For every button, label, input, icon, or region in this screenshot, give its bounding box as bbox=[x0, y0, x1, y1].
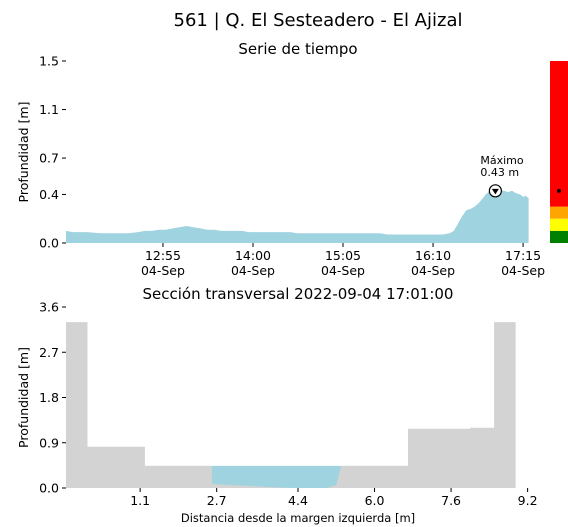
x-tick-date-label: 04-Sep bbox=[501, 263, 545, 278]
x-tick-label: 9.2 bbox=[518, 493, 538, 508]
x-tick-date-label: 04-Sep bbox=[321, 263, 365, 278]
y-tick-label: 1.8 bbox=[39, 390, 59, 405]
y-tick-label: 1.1 bbox=[39, 102, 59, 117]
x-tick-time-label: 17:15 bbox=[505, 248, 541, 263]
y-axis-label: Profundidad [m] bbox=[16, 102, 31, 203]
x-tick-time-label: 12:55 bbox=[145, 248, 181, 263]
y-tick-label: 0.0 bbox=[39, 236, 59, 251]
x-tick-time-label: 14:00 bbox=[235, 248, 271, 263]
y-tick-label: 0.9 bbox=[39, 435, 59, 450]
alert-level-band bbox=[550, 206, 568, 219]
cross-section-chart: Sección transversal 2022-09-04 17:01:00 0… bbox=[16, 285, 538, 525]
y-tick-label: 0.4 bbox=[39, 187, 59, 202]
x-tick-label: 7.6 bbox=[441, 493, 461, 508]
cross-section-title: Sección transversal 2022-09-04 17:01:00 bbox=[143, 285, 454, 303]
alert-level-band bbox=[550, 218, 568, 231]
depth-series-area bbox=[66, 189, 529, 243]
x-axis-label: Distancia desde la margen izquierda [m] bbox=[181, 511, 415, 525]
current-level-dot bbox=[557, 188, 561, 193]
y-axis-label: Profundidad [m] bbox=[16, 347, 31, 448]
x-tick-time-label: 15:05 bbox=[325, 248, 361, 263]
main-title: 561 | Q. El Sesteadero - El Ajizal bbox=[174, 10, 463, 31]
x-tick-date-label: 04-Sep bbox=[231, 263, 275, 278]
y-tick-label: 0.0 bbox=[39, 481, 59, 496]
time-series-title: Serie de tiempo bbox=[238, 40, 357, 58]
alert-level-band bbox=[550, 230, 568, 243]
y-tick-label: 1.5 bbox=[39, 54, 59, 69]
terrain-profile bbox=[66, 322, 530, 488]
x-tick-date-label: 04-Sep bbox=[411, 263, 455, 278]
x-tick-date-label: 04-Sep bbox=[141, 263, 185, 278]
x-tick-label: 6.0 bbox=[365, 493, 385, 508]
time-series-chart: Serie de tiempo 0.0 0.4 0.7 1.1 1.5 Profundida… bbox=[16, 40, 568, 278]
y-tick-label: 0.7 bbox=[39, 151, 59, 166]
max-triangle-icon bbox=[491, 188, 499, 195]
max-annotation-label: Máximo bbox=[480, 154, 524, 167]
y-tick-label: 3.6 bbox=[39, 300, 59, 315]
x-tick-label: 2.7 bbox=[207, 493, 227, 508]
x-tick-label: 1.1 bbox=[130, 493, 150, 508]
alert-level-band bbox=[550, 61, 568, 207]
max-annotation-value: 0.43 m bbox=[480, 166, 519, 179]
x-tick-time-label: 16:10 bbox=[415, 248, 451, 263]
x-tick-label: 4.4 bbox=[288, 493, 308, 508]
y-tick-label: 2.7 bbox=[39, 345, 59, 360]
